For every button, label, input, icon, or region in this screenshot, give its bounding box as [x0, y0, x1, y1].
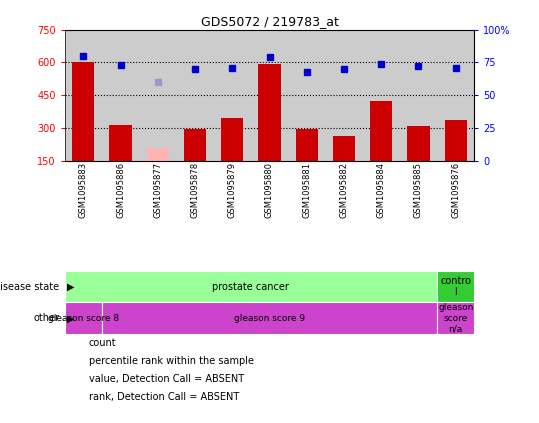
- Text: value, Detection Call = ABSENT: value, Detection Call = ABSENT: [89, 374, 244, 384]
- Bar: [102, 302, 437, 334]
- Bar: [65, 30, 102, 161]
- Bar: [176, 30, 213, 161]
- Bar: [437, 30, 474, 161]
- Bar: [221, 118, 244, 161]
- Text: GDS5072 / 219783_at: GDS5072 / 219783_at: [201, 15, 338, 28]
- Bar: [109, 125, 132, 161]
- Text: gleason score 8: gleason score 8: [48, 314, 119, 323]
- Bar: [72, 62, 94, 161]
- Bar: [184, 129, 206, 161]
- Text: other: other: [33, 313, 59, 323]
- Text: gleason
score
n/a: gleason score n/a: [438, 303, 473, 333]
- Bar: [258, 64, 281, 161]
- Bar: [370, 101, 392, 161]
- Bar: [65, 302, 102, 334]
- Text: contro
l: contro l: [440, 276, 471, 297]
- Bar: [400, 30, 437, 161]
- Bar: [437, 271, 474, 302]
- Bar: [295, 129, 318, 161]
- Text: disease state: disease state: [0, 282, 59, 291]
- Bar: [437, 302, 474, 334]
- Bar: [445, 120, 467, 161]
- Text: ▶: ▶: [67, 313, 75, 323]
- Bar: [251, 30, 288, 161]
- Bar: [213, 30, 251, 161]
- Text: count: count: [89, 338, 116, 349]
- Text: gleason score 9: gleason score 9: [234, 314, 305, 323]
- Text: ▶: ▶: [67, 282, 75, 291]
- Bar: [147, 148, 169, 161]
- Bar: [102, 30, 139, 161]
- Text: percentile rank within the sample: percentile rank within the sample: [89, 356, 254, 366]
- Bar: [333, 136, 355, 161]
- Bar: [363, 30, 400, 161]
- Text: rank, Detection Call = ABSENT: rank, Detection Call = ABSENT: [89, 392, 239, 402]
- Bar: [288, 30, 326, 161]
- Bar: [407, 126, 430, 161]
- Bar: [326, 30, 363, 161]
- Text: prostate cancer: prostate cancer: [212, 282, 289, 291]
- Bar: [139, 30, 176, 161]
